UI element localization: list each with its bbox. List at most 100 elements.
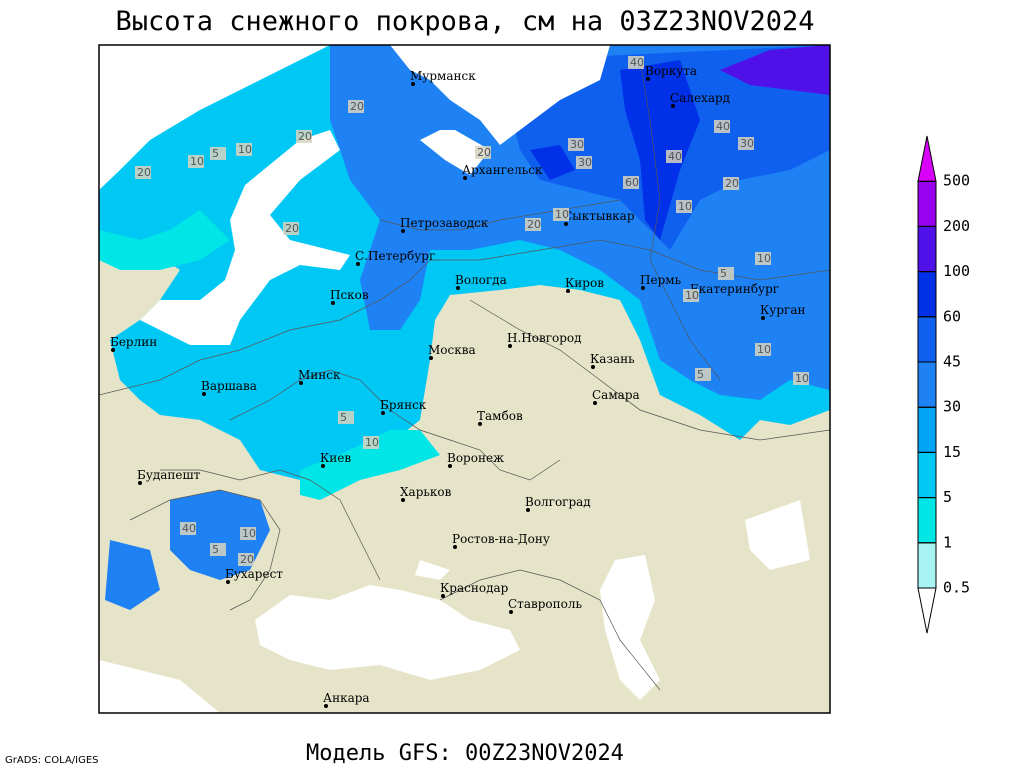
legend-label: 500	[943, 172, 970, 190]
sea	[99, 45, 330, 190]
contour-label: 5	[212, 543, 219, 556]
legend-swatch	[917, 180, 937, 227]
legend-label: 100	[943, 262, 970, 280]
contour-label-box	[628, 56, 644, 69]
city-label: Псков	[330, 288, 369, 302]
city-label: Брянск	[380, 398, 427, 412]
city-label: Киров	[565, 276, 604, 290]
legend-label: 0.5	[943, 579, 970, 597]
city-label: Харьков	[400, 485, 452, 499]
contour-label: 10	[555, 208, 569, 221]
city-dot	[111, 348, 115, 352]
contour-label-box	[793, 372, 809, 385]
contour-label-box	[338, 411, 354, 424]
legend-label: 5	[943, 488, 952, 506]
title: Высота снежного покрова, см на 03Z23NOV2…	[116, 6, 815, 37]
sea	[140, 130, 350, 345]
contour-label-box	[296, 130, 312, 143]
legend-swatch	[917, 497, 937, 544]
contour-label-box	[755, 343, 771, 356]
contour-label: 20	[285, 222, 299, 235]
contour-label: 20	[527, 218, 541, 231]
contour-label: 20	[137, 166, 151, 179]
city-label: Салехард	[670, 91, 730, 105]
contour-label-box	[188, 155, 204, 168]
city-dot	[641, 286, 645, 290]
city-dot	[441, 594, 445, 598]
snow-carpathians	[105, 490, 270, 610]
city-dot	[226, 580, 230, 584]
legend-swatch	[917, 451, 937, 499]
city-dot	[429, 356, 433, 360]
city-label: Варшава	[201, 379, 257, 393]
city-label: Москва	[428, 343, 476, 357]
legend-label: 15	[943, 443, 961, 461]
sea	[420, 130, 490, 175]
city-dot	[508, 344, 512, 348]
contour-label: 40	[668, 150, 682, 163]
city-dot	[564, 222, 568, 226]
contour-label: 30	[740, 137, 754, 150]
city-dot	[411, 82, 415, 86]
city-dot	[321, 464, 325, 468]
city-dot	[453, 545, 457, 549]
contour-label-box	[676, 200, 692, 213]
sea	[99, 500, 810, 713]
city-label: Сыктывкар	[563, 209, 635, 223]
contour-label: 30	[578, 156, 592, 169]
city-dot	[463, 176, 467, 180]
city-label: Киев	[320, 451, 351, 465]
city-label: Самара	[592, 388, 640, 402]
contour-label-box	[283, 222, 299, 235]
contour-label: 5	[697, 368, 704, 381]
contour-label: 5	[720, 267, 727, 280]
contour-label: 10	[757, 252, 771, 265]
city-label: Бухарест	[225, 567, 283, 581]
contour-label: 10	[795, 372, 809, 385]
city-dot	[448, 464, 452, 468]
snow-deep	[530, 60, 700, 240]
city-dot	[671, 104, 675, 108]
legend-label: 60	[943, 307, 961, 325]
contour-label: 40	[716, 120, 730, 133]
city-label: Воркута	[645, 64, 697, 78]
sea	[600, 555, 660, 700]
city-dot	[509, 610, 513, 614]
city-label: Пермь	[640, 273, 682, 287]
city-label: Курган	[760, 303, 805, 317]
legend-swatch	[917, 271, 937, 318]
contour-label-box	[238, 553, 254, 566]
contour-label-box	[683, 289, 699, 302]
legend-label: 200	[943, 217, 970, 235]
contour-label: 20	[477, 146, 491, 159]
city-dot	[202, 392, 206, 396]
city-label: С.Петербург	[355, 249, 435, 263]
contour-label-box	[525, 218, 541, 231]
legend-swatch	[917, 542, 937, 589]
legend-arrow-high	[917, 135, 937, 182]
city-label: Мурманск	[410, 69, 476, 83]
legend-swatch	[917, 361, 937, 408]
city-dot	[138, 481, 142, 485]
city-label: Архангельск	[462, 163, 543, 177]
contour-label: 20	[725, 177, 739, 190]
city-dot	[566, 289, 570, 293]
contour-label-box	[363, 436, 379, 449]
contour-label: 10	[757, 343, 771, 356]
contour-label-box	[236, 143, 252, 156]
contour-label-box	[135, 166, 151, 179]
contour-label-box	[576, 156, 592, 169]
map	[99, 45, 830, 713]
subtitle: Модель GFS: 00Z23NOV2024	[306, 741, 624, 766]
city-label: Петрозаводск	[400, 216, 489, 230]
contour-label-box	[553, 208, 569, 221]
contour-label: 20	[240, 553, 254, 566]
contour-label: 20	[298, 130, 312, 143]
city-dot	[646, 77, 650, 81]
contour-label: 10	[678, 200, 692, 213]
contour-label: 10	[190, 155, 204, 168]
snow-light	[99, 210, 440, 500]
city-label: Ставрополь	[508, 597, 582, 611]
contour-label-box	[755, 252, 771, 265]
contour-label-box	[475, 146, 491, 159]
